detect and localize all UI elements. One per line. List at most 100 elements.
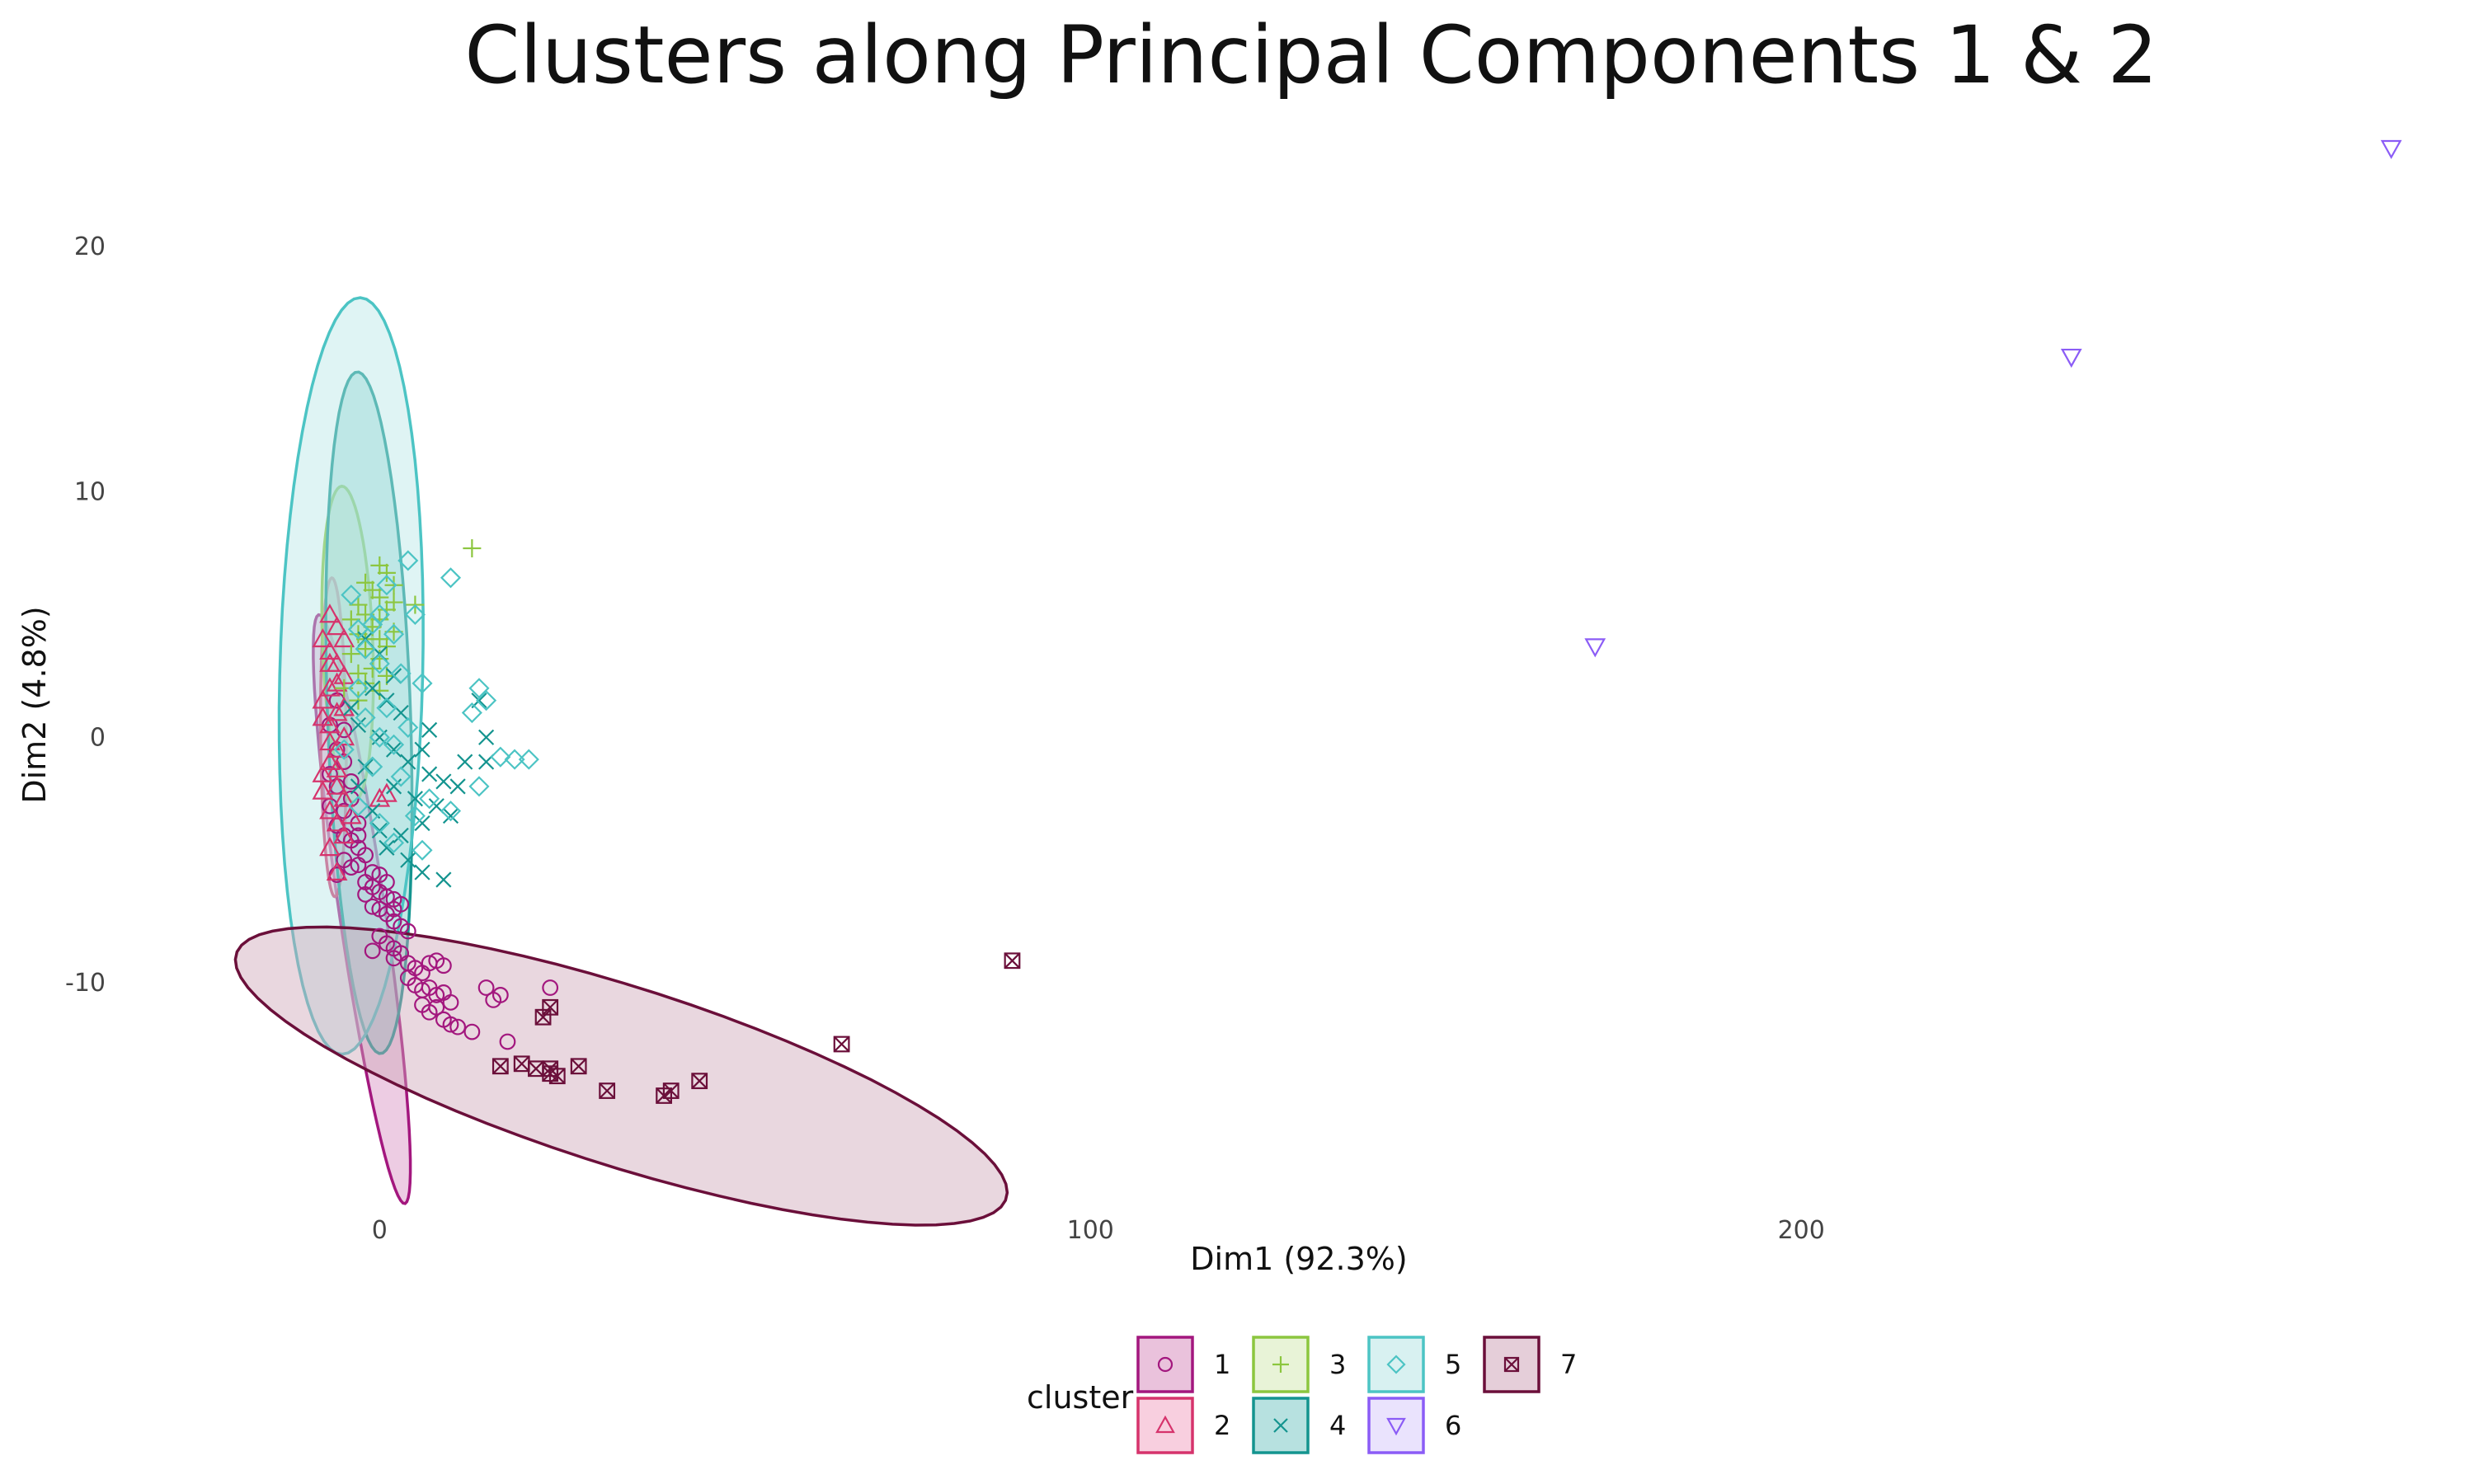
legend-key-4: [1252, 1397, 1310, 1454]
point-cluster-2: [340, 805, 362, 824]
point-cluster-2: [319, 800, 341, 819]
point-cluster-1: [463, 1023, 481, 1040]
point-cluster-5: [440, 801, 462, 822]
point-cluster-5: [341, 585, 362, 606]
point-cluster-5: [369, 812, 390, 834]
point-cluster-4: [414, 864, 430, 881]
point-cluster-1: [428, 998, 445, 1016]
point-cluster-1: [379, 874, 395, 890]
point-cluster-5: [369, 726, 390, 748]
point-cluster-5: [476, 690, 497, 711]
point-cluster-3: [341, 645, 360, 664]
point-cluster-1: [499, 1033, 516, 1050]
ellipse-cluster-7: [233, 925, 1009, 1227]
legend-marker-4: [1273, 1418, 1288, 1433]
point-cluster-3: [363, 580, 382, 599]
point-cluster-4: [379, 839, 395, 856]
point-cluster-2: [319, 640, 341, 660]
point-cluster-5: [412, 673, 433, 694]
point-cluster-4: [385, 741, 402, 758]
point-cluster-5: [355, 638, 376, 660]
point-cluster-7: [691, 1073, 708, 1090]
legend-marker-1: [1157, 1356, 1174, 1373]
point-cluster-4: [371, 822, 388, 839]
legend-title: cluster: [1027, 1379, 1134, 1416]
point-cluster-1: [342, 773, 360, 790]
point-cluster-5: [504, 749, 525, 770]
point-cluster-4: [350, 778, 367, 795]
point-cluster-7: [599, 1082, 616, 1099]
point-cluster-5: [419, 788, 440, 810]
point-cluster-5: [383, 623, 405, 645]
legend-key-3: [1252, 1336, 1310, 1393]
point-cluster-1: [357, 885, 374, 903]
cluster-points: [312, 139, 2402, 1104]
point-cluster-4: [478, 729, 495, 745]
point-cluster-1: [428, 987, 445, 1003]
point-cluster-4: [385, 778, 402, 795]
point-cluster-4: [400, 852, 416, 868]
legend-marker-3: [1272, 1356, 1289, 1373]
point-cluster-2: [319, 603, 341, 623]
point-cluster-4: [379, 693, 395, 709]
point-cluster-1: [385, 900, 402, 918]
point-cluster-3: [370, 681, 389, 700]
point-cluster-2: [319, 750, 341, 770]
y-tick-label: 20: [74, 232, 106, 261]
x-axis-ticks: 0 100 200: [372, 1216, 1825, 1245]
point-cluster-5: [390, 663, 412, 684]
point-cluster-2: [333, 787, 355, 807]
point-cluster-5: [362, 756, 383, 777]
legend-marker-5: [1386, 1355, 1406, 1374]
point-cluster-2: [326, 616, 348, 636]
legend-marker-6: [1386, 1417, 1406, 1436]
point-cluster-2: [333, 627, 355, 648]
legend-marker-2: [1155, 1415, 1175, 1434]
point-cluster-3: [463, 539, 482, 558]
point-cluster-5: [383, 734, 405, 755]
point-cluster-2: [326, 672, 348, 692]
point-cluster-1: [442, 1016, 459, 1033]
point-cluster-2: [319, 677, 341, 697]
point-cluster-4: [350, 716, 367, 734]
ellipse-cluster-5: [277, 296, 425, 1056]
point-cluster-1: [435, 957, 452, 974]
y-tick-label: 10: [74, 478, 106, 507]
point-cluster-2: [369, 787, 391, 807]
point-cluster-5: [347, 618, 369, 640]
point-cluster-7: [833, 1036, 850, 1053]
legend-label: 6: [1445, 1410, 1461, 1441]
point-cluster-4: [365, 680, 381, 697]
legend: cluster 1 2 3 4 5 6 7: [1027, 1336, 1577, 1454]
point-cluster-4: [442, 808, 459, 824]
point-cluster-2: [326, 702, 348, 721]
legend-item-5: 5: [1367, 1336, 1461, 1393]
point-cluster-3: [377, 563, 396, 582]
point-cluster-3: [349, 625, 368, 644]
y-tick-label: 0: [90, 723, 106, 752]
point-cluster-5: [333, 739, 355, 760]
point-cluster-2: [319, 731, 341, 751]
point-cluster-2: [319, 837, 341, 857]
legend-label: 3: [1329, 1349, 1346, 1380]
point-cluster-5: [347, 678, 369, 699]
point-cluster-4: [435, 871, 452, 888]
legend-label: 5: [1445, 1349, 1461, 1380]
point-cluster-3: [384, 593, 403, 612]
point-cluster-4: [400, 754, 416, 770]
point-cluster-2: [333, 726, 355, 746]
point-cluster-3: [356, 573, 375, 592]
legend-key-2: [1136, 1397, 1194, 1454]
point-cluster-4: [414, 815, 430, 832]
point-cluster-5: [376, 575, 397, 596]
point-cluster-5: [461, 702, 482, 724]
point-cluster-7: [548, 1068, 566, 1085]
point-cluster-4: [421, 721, 438, 738]
legend-key-5: [1367, 1336, 1425, 1393]
point-cluster-2: [319, 652, 341, 672]
legend-label: 4: [1329, 1410, 1346, 1441]
legend-label: 1: [1214, 1349, 1230, 1380]
point-cluster-2: [333, 824, 355, 844]
point-cluster-1: [449, 1018, 467, 1036]
point-cluster-5: [369, 653, 390, 674]
